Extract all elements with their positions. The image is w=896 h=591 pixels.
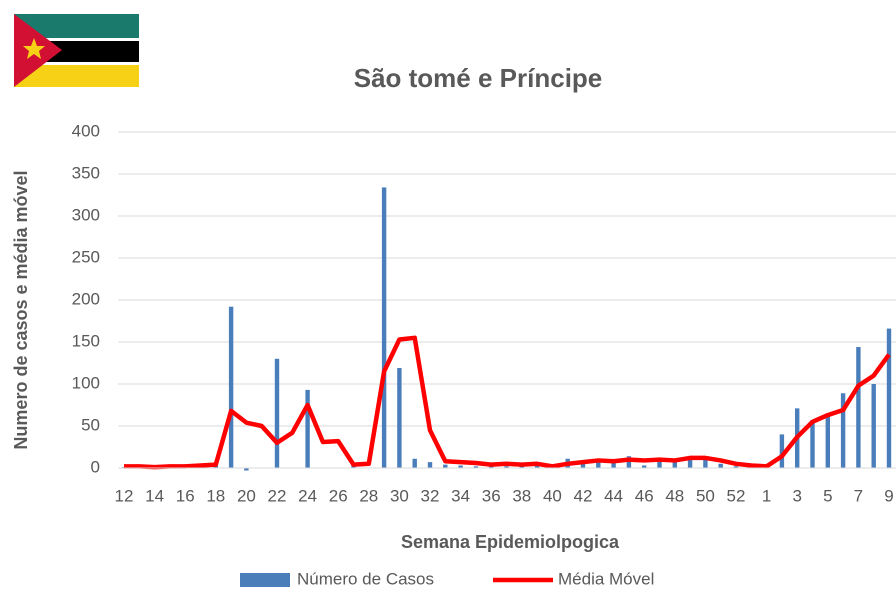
bar [626, 456, 632, 468]
x-tick-label: 24 [298, 486, 317, 505]
x-tick-label: 1 [762, 486, 771, 505]
x-tick-label: 30 [390, 486, 409, 505]
x-tick-label: 46 [635, 486, 654, 505]
bar [489, 466, 494, 468]
bar [886, 328, 892, 468]
x-tick-label: 32 [421, 486, 440, 505]
legend-label: Número de Casos [297, 569, 434, 588]
x-tick-label: 52 [727, 486, 746, 505]
bar [779, 434, 785, 468]
y-tick-label: 200 [72, 289, 100, 308]
y-tick-label: 0 [91, 457, 100, 476]
bar [274, 358, 280, 468]
x-tick-label: 3 [792, 486, 801, 505]
bar [642, 465, 647, 468]
x-tick-label: 50 [696, 486, 715, 505]
bar [458, 465, 463, 468]
x-tick-label: 18 [206, 486, 225, 505]
bar [840, 393, 846, 468]
bar [733, 466, 739, 468]
x-tick-label: 38 [512, 486, 531, 505]
bar [611, 461, 616, 468]
x-tick-label: 14 [145, 486, 164, 505]
x-tick-label: 5 [823, 486, 832, 505]
x-tick-label: 28 [359, 486, 378, 505]
y-axis-label: Numero de casos e média móvel [11, 170, 31, 449]
x-tick-label: 44 [604, 486, 623, 505]
legend-label: Média Móvel [558, 569, 654, 588]
x-tick-label: 42 [574, 486, 593, 505]
x-tick-label: 7 [854, 486, 863, 505]
x-axis-label: Semana Epidemiolpogica [401, 532, 620, 552]
y-tick-label: 150 [72, 331, 100, 350]
bar [504, 466, 509, 468]
bar [427, 462, 433, 468]
x-tick-label: 20 [237, 486, 256, 505]
x-tick-label: 48 [665, 486, 684, 505]
y-tick-label: 300 [72, 205, 100, 224]
bar [657, 461, 662, 468]
bar [871, 384, 876, 468]
y-tick-label: 400 [72, 121, 100, 140]
bar [718, 463, 723, 468]
x-tick-label: 40 [543, 486, 562, 505]
plot-area [121, 187, 892, 471]
bar [687, 459, 693, 468]
bar [856, 347, 861, 468]
bar [305, 389, 310, 468]
x-tick-label: 12 [115, 486, 134, 505]
x-tick-label: 22 [268, 486, 287, 505]
x-tick-label: 16 [176, 486, 195, 505]
bar [381, 187, 387, 468]
y-tick-label: 100 [72, 373, 100, 392]
y-tick-label: 350 [72, 163, 100, 182]
bar [810, 420, 815, 468]
bar [580, 463, 586, 468]
bar [703, 459, 708, 468]
flag [14, 14, 139, 87]
bar [596, 461, 601, 468]
bar [825, 415, 830, 468]
x-tick-label: 36 [482, 486, 501, 505]
x-tick-label: 9 [884, 486, 893, 505]
bar [228, 306, 234, 468]
bar [672, 462, 677, 468]
bar [397, 368, 402, 468]
bar [412, 458, 417, 468]
x-tick-label: 26 [329, 486, 348, 505]
chart-title: São tomé e Príncipe [354, 63, 603, 93]
legend-swatch [240, 573, 290, 587]
bar [244, 468, 249, 471]
y-tick-label: 50 [81, 415, 100, 434]
bar [443, 464, 448, 468]
bar [534, 465, 540, 468]
x-tick-label: 34 [451, 486, 470, 505]
line [124, 335, 891, 470]
bar [473, 466, 479, 468]
y-tick-label: 250 [72, 247, 100, 266]
